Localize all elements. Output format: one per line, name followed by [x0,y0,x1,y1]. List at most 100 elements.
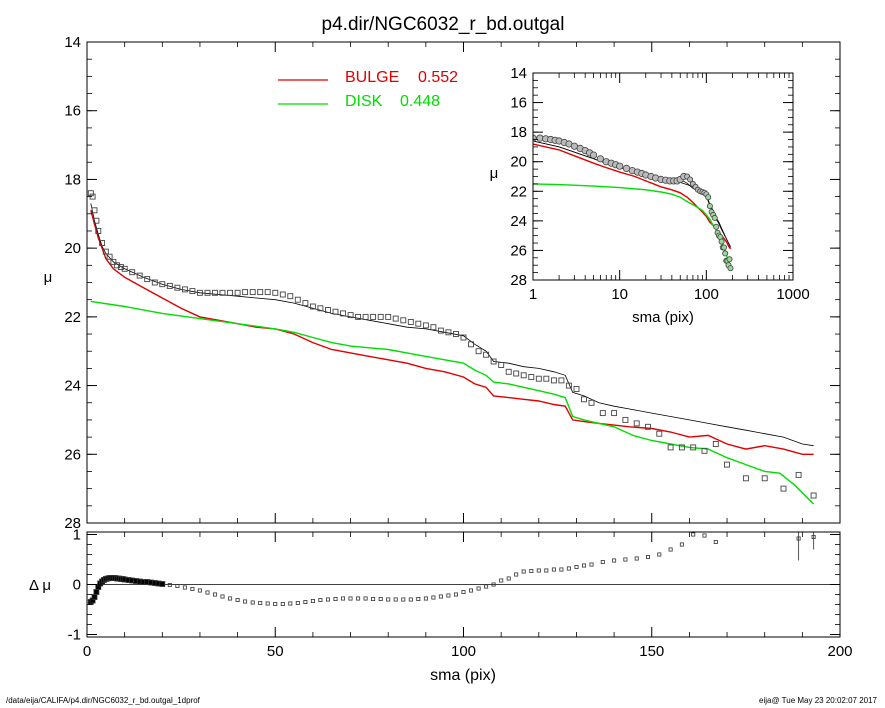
main-point [453,331,459,337]
y-tick-label: 26 [64,446,81,463]
residual-point [363,596,368,601]
main-point [667,444,674,451]
main-point [437,327,444,334]
main-point [543,375,550,382]
residual-y-label: Δ μ [29,577,51,594]
main-point [377,313,384,320]
main-point [475,348,482,355]
residual-point [582,563,587,568]
residual-point [93,589,100,595]
inset-point [721,244,728,251]
main-point [611,410,618,417]
x-tick-label: 100 [451,643,476,660]
residual-point [310,599,315,604]
inset-y-label: μ [490,165,499,182]
main-point [370,313,377,320]
inset-axis-ticks: 1 10 100 1000 14 16 18 20 22 24 26 28 [510,65,809,303]
y-tick-label: 22 [510,183,527,200]
main-point [151,279,158,286]
inset-panel: 1 10 100 1000 14 16 18 20 22 24 26 28 μ sma (pix) [490,65,810,326]
main-point [505,368,512,375]
main-point [325,307,331,313]
y-tick-label: 20 [510,154,527,171]
footer-filepath: /data/eija/CALIFA/p4.dir/NGC6032_r_bd.ou… [6,696,200,705]
main-point [302,300,309,307]
main-point [622,416,629,423]
main-point [498,362,505,368]
main-point [550,377,557,384]
x-tick-label: 150 [639,643,664,660]
residual-point [258,601,263,606]
y-tick-label: 14 [64,34,81,51]
main-point [400,317,407,324]
main-point [95,228,102,234]
inset-point [596,155,605,163]
main-point [810,492,817,499]
main-point [528,374,535,380]
main-point [317,305,324,312]
residual-point [325,597,330,602]
residual-point [273,602,278,607]
residual-point [668,547,673,552]
main-point [287,293,294,300]
residual-point [431,595,436,600]
main-point [445,329,452,336]
residual-point [566,566,571,571]
main-point [712,441,719,447]
main-point [279,291,286,298]
main-point [189,288,196,295]
y-tick-label: 16 [510,95,527,112]
main-point [166,282,173,289]
residual-point [288,601,293,606]
inset-point [726,256,733,263]
legend: BULGE 0.552 DISK 0.448 [278,69,458,110]
residual-point [713,540,718,545]
y-tick-label: 20 [64,240,81,257]
residual-point [551,567,556,572]
y-tick-label: 1 [73,527,81,544]
main-point [347,312,354,319]
residual-point [205,590,210,595]
main-point [513,370,520,377]
main-point [392,315,399,322]
inset-point [687,176,694,183]
main-point [234,289,241,296]
residual-point [212,592,217,597]
main-point [99,240,106,246]
main-point [415,320,422,327]
residual-point [243,599,248,604]
residual-point [91,594,98,600]
residual-point [167,583,172,588]
main-point [117,264,124,270]
main-point [645,423,651,430]
y-tick-label: 28 [64,515,81,532]
main-axis-ticks: 14 16 18 20 22 24 26 28 [64,34,841,532]
main-point [724,461,730,468]
residual-point [529,569,534,574]
residual-point [159,581,166,587]
residual-point [506,576,511,581]
main-point [385,313,392,320]
inset-point [713,223,720,230]
main-point [565,382,572,389]
main-point [780,485,787,492]
residual-point [634,556,639,561]
main-point [257,289,264,296]
main-point [249,289,256,296]
residual-panel: 0 50 100 150 200-101 Δ μ sma (pix) [29,527,853,685]
x-tick-label: 100 [694,286,719,303]
main-point [114,262,121,269]
residual-point [303,600,308,605]
residual-point [461,590,466,595]
main-point [795,471,802,478]
residual-point [438,594,443,599]
residual-point [393,597,398,602]
main-point [520,372,527,379]
main-panel: 14 16 18 20 22 24 26 28 μ BULGE 0.552 DISK 0.44… [44,34,841,532]
main-point [136,272,143,279]
residual-point [197,588,202,593]
residual-point [536,568,541,573]
footer-user-timestamp: eija@ Tue May 23 20:02:07 2017 [759,696,877,705]
main-point [656,430,663,437]
